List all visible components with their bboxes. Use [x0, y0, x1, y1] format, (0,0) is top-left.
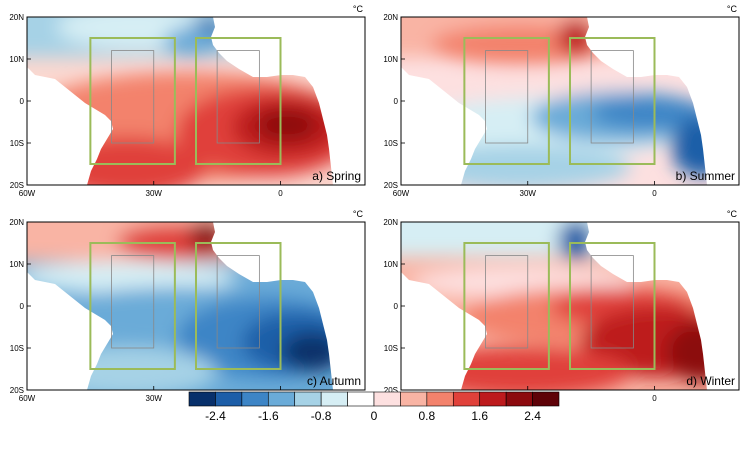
lat-tick-label: 10S	[384, 344, 398, 353]
lat-tick-label: 10N	[9, 260, 24, 269]
region-box-west-outer	[89, 37, 176, 165]
colorbar-tick-label: -1.6	[258, 409, 279, 423]
unit-label: °C	[353, 4, 364, 14]
region-box-east-outer	[569, 242, 656, 370]
region-box-east-inner	[590, 255, 634, 349]
lat-tick-label: 0	[20, 302, 25, 311]
panel-label: c) Autumn	[307, 374, 361, 388]
region-box-west-outer	[463, 37, 550, 165]
colorbar-swatch	[215, 391, 243, 407]
region-box-east-outer	[569, 37, 656, 165]
lat-tick-label: 20N	[9, 218, 24, 227]
colorbar-swatch	[294, 391, 322, 407]
colorbar-swatch	[479, 391, 507, 407]
colorbar-swatch	[505, 391, 533, 407]
colorbar-swatch	[267, 391, 296, 407]
colorbar-tick-label: 0.8	[419, 409, 436, 423]
colorbar-tick-label: -0.8	[311, 409, 332, 423]
lat-tick-label: 0	[20, 97, 25, 106]
lon-tick-label: 30W	[520, 189, 537, 198]
colorbar-swatch	[347, 391, 375, 407]
lon-tick-label: 0	[278, 189, 283, 198]
lon-tick-label: 60W	[19, 189, 36, 198]
lat-tick-label: 20N	[383, 218, 398, 227]
panel-label: a) Spring	[312, 169, 361, 183]
unit-label: °C	[353, 209, 364, 219]
region-box-west-inner	[485, 255, 529, 349]
lon-tick-label: 60W	[393, 189, 410, 198]
colorbar-swatch	[400, 391, 428, 407]
lon-tick-label: 60W	[19, 394, 36, 403]
lat-tick-label: 10S	[10, 344, 24, 353]
lat-tick-label: 10N	[383, 55, 398, 64]
lat-tick-label: 10S	[10, 139, 24, 148]
colorbar-tick-label: 1.6	[471, 409, 488, 423]
region-box-west-inner	[111, 50, 155, 144]
lat-tick-label: 20N	[9, 13, 24, 22]
lon-tick-label: 0	[652, 394, 657, 403]
lat-tick-label: 10N	[9, 55, 24, 64]
colorbar-swatch	[532, 391, 560, 407]
colorbar-swatch	[320, 391, 348, 407]
lat-tick-label: 10N	[383, 260, 398, 269]
region-box-east-inner	[590, 50, 634, 144]
lon-tick-label: 30W	[146, 394, 163, 403]
region-box-east-outer	[195, 242, 282, 370]
unit-label: °C	[727, 209, 738, 219]
lat-tick-label: 20S	[384, 181, 398, 190]
panel-label: b) Summer	[676, 169, 735, 183]
region-box-west-inner	[111, 255, 155, 349]
region-box-west-outer	[463, 242, 550, 370]
colorbar-swatch	[426, 391, 454, 407]
colorbar-swatch	[241, 391, 269, 407]
lat-tick-label: 0	[394, 97, 399, 106]
region-box-east-inner	[216, 50, 260, 144]
colorbar-swatch	[188, 391, 216, 407]
lon-tick-label: 30W	[146, 189, 163, 198]
region-box-east-inner	[216, 255, 260, 349]
lat-tick-label: 10S	[384, 139, 398, 148]
region-box-east-outer	[195, 37, 282, 165]
colorbar-tick-label: 0	[371, 409, 378, 423]
region-box-west-inner	[485, 50, 529, 144]
lat-tick-label: 0	[394, 302, 399, 311]
colorbar-tick-label: -2.4	[205, 409, 226, 423]
unit-label: °C	[727, 4, 738, 14]
lat-tick-label: 20N	[383, 13, 398, 22]
lon-tick-label: 0	[652, 189, 657, 198]
colorbar-swatch	[452, 391, 481, 407]
colorbar-swatch	[373, 391, 401, 407]
colorbar: -2.4 -1.6 -0.8 0 0.8 1.6 2.4	[188, 391, 560, 423]
panel-label: d) Winter	[686, 374, 735, 388]
region-box-west-outer	[89, 242, 176, 370]
colorbar-tick-label: 2.4	[524, 409, 541, 423]
lat-tick-label: 20S	[384, 386, 398, 395]
lat-tick-label: 20S	[10, 181, 24, 190]
lat-tick-label: 20S	[10, 386, 24, 395]
